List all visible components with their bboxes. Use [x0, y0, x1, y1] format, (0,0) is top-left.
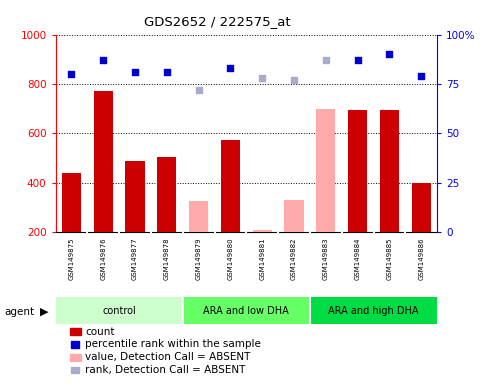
Text: GSM149881: GSM149881 — [259, 238, 265, 280]
Point — [163, 69, 170, 75]
Text: GSM149882: GSM149882 — [291, 238, 297, 280]
Point — [385, 51, 393, 58]
Bar — [253, 230, 272, 232]
Bar — [183, 297, 310, 324]
Bar — [221, 140, 240, 232]
Point — [68, 71, 75, 77]
Bar — [157, 157, 176, 232]
Text: GSM149886: GSM149886 — [418, 238, 424, 280]
Text: GSM149880: GSM149880 — [227, 238, 233, 280]
Bar — [380, 110, 399, 232]
Point — [290, 77, 298, 83]
Bar — [189, 202, 208, 232]
Text: GSM149876: GSM149876 — [100, 238, 106, 280]
Text: GSM149883: GSM149883 — [323, 238, 329, 280]
Text: control: control — [102, 306, 136, 316]
Bar — [94, 91, 113, 232]
Point — [322, 57, 330, 63]
Text: value, Detection Call = ABSENT: value, Detection Call = ABSENT — [85, 352, 251, 362]
Text: ▶: ▶ — [40, 307, 49, 317]
Bar — [412, 183, 431, 232]
Point — [417, 73, 425, 79]
Bar — [316, 109, 335, 232]
Text: agent: agent — [5, 307, 35, 317]
Bar — [62, 173, 81, 232]
Text: ARA and high DHA: ARA and high DHA — [328, 306, 419, 316]
Text: GSM149885: GSM149885 — [386, 238, 392, 280]
Point — [258, 75, 266, 81]
Text: GSM149877: GSM149877 — [132, 238, 138, 280]
Bar — [310, 297, 437, 324]
Bar — [348, 110, 367, 232]
Text: GSM149878: GSM149878 — [164, 238, 170, 280]
Point — [99, 57, 107, 63]
Bar — [56, 297, 183, 324]
Bar — [126, 161, 144, 232]
Text: percentile rank within the sample: percentile rank within the sample — [85, 339, 261, 349]
Text: GDS2652 / 222575_at: GDS2652 / 222575_at — [144, 15, 291, 28]
Bar — [284, 200, 303, 232]
Text: GSM149875: GSM149875 — [69, 238, 74, 280]
Text: ARA and low DHA: ARA and low DHA — [203, 306, 289, 316]
Text: rank, Detection Call = ABSENT: rank, Detection Call = ABSENT — [85, 365, 246, 375]
Point — [227, 65, 234, 71]
Point — [354, 57, 361, 63]
Point — [195, 87, 202, 93]
Point — [131, 69, 139, 75]
Text: count: count — [85, 327, 115, 337]
Text: GSM149884: GSM149884 — [355, 238, 361, 280]
Text: GSM149879: GSM149879 — [196, 238, 201, 280]
